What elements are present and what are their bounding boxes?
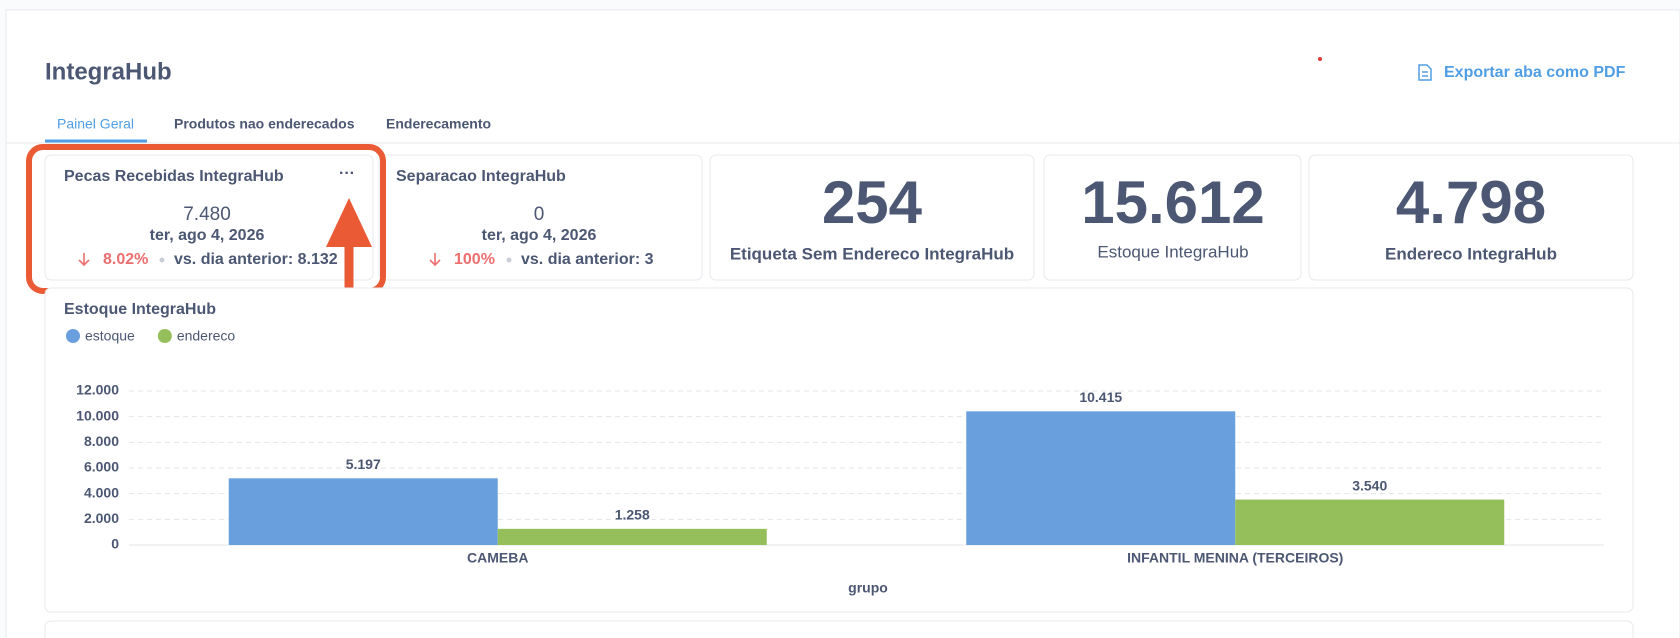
x-axis-label: grupo [848,580,888,596]
card-menu[interactable]: ··· [339,165,355,182]
dashboard-title: IntegraHub [45,58,172,85]
value-label: 1.258 [615,507,650,523]
separator [159,257,165,263]
bar [497,528,767,545]
x-tick-label: INFANTIL MENINA (TERCEIROS) [1127,550,1343,566]
y-tick-label: 4.000 [84,484,119,500]
legend-marker [157,329,172,343]
legend-label: endereco [177,328,236,344]
card-comparison: vs. dia anterior: 8.132 [174,251,338,268]
bar [228,478,498,545]
value-label: 10.415 [1079,389,1122,405]
tab[interactable]: Produtos nao enderecados [174,116,355,132]
legend-marker [66,329,80,343]
value-label: 3.540 [1352,477,1387,493]
card-label[interactable]: Estoque IntegraHub [1097,242,1248,261]
card-date: ter, ago 4, 2026 [482,227,597,244]
y-tick-label: 8.000 [84,433,119,449]
bar [966,411,1236,545]
card-change: 100% [454,251,495,268]
separator [506,257,512,263]
y-tick-label: 12.000 [76,382,119,398]
next-card [44,620,1634,638]
card-title[interactable]: Separacao IntegraHub [396,168,566,185]
down-arrow [429,253,441,267]
y-tick-label: 0 [111,536,119,552]
down-arrow [78,253,90,267]
annotation-arrow-head [326,198,372,247]
chart-title[interactable]: Estoque IntegraHub [64,301,216,318]
export-icon[interactable] [1418,64,1432,81]
legend-label: estoque [85,328,135,344]
card-label[interactable]: Etiqueta Sem Endereco IntegraHub [730,244,1014,263]
tab[interactable]: Painel Geral [57,116,134,132]
card-title[interactable]: Pecas Recebidas IntegraHub [64,168,284,185]
tab[interactable]: Enderecamento [386,116,491,132]
x-tick-label: CAMEBA [467,550,528,566]
card [709,154,1035,281]
card-value: 7.480 [183,204,231,225]
chart-card [44,287,1634,613]
card-value: 0 [534,204,545,225]
card [1043,154,1302,281]
card-value: 254 [822,169,923,236]
card-value: 15.612 [1081,169,1265,236]
card [44,154,374,281]
card [1308,154,1634,281]
card [378,154,703,281]
card-change: 8.02% [103,251,148,268]
dot [1318,57,1322,61]
y-tick-label: 2.000 [84,510,119,526]
plot: 0 2.000 4.000 6.000 8.000 10.000 12.000 estoque… [66,328,1604,566]
card-comparison: vs. dia anterior: 3 [521,251,654,268]
card-label[interactable]: Endereco IntegraHub [1385,244,1557,263]
value-label: 5.197 [346,456,381,472]
bar [1235,499,1505,545]
y-tick-label: 10.000 [76,407,119,423]
card-value: 4.798 [1396,169,1546,236]
export-button[interactable]: Exportar aba como PDF [1444,64,1626,81]
card-date: ter, ago 4, 2026 [150,227,265,244]
y-tick-label: 6.000 [84,459,119,475]
